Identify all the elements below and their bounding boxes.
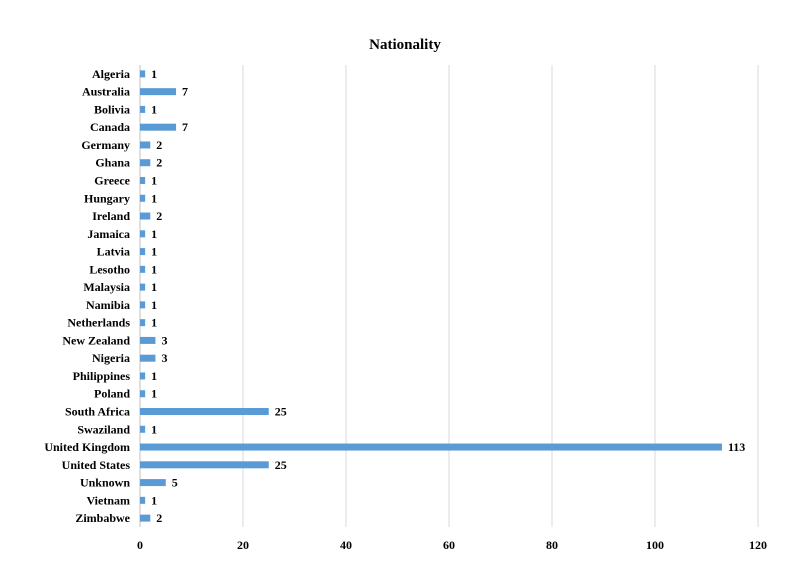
bar — [140, 301, 146, 309]
data-label: 113 — [728, 440, 745, 454]
data-label: 2 — [156, 511, 162, 525]
bar — [140, 390, 146, 398]
bar — [140, 248, 146, 256]
category-label: Canada — [90, 120, 130, 134]
data-label: 1 — [151, 245, 157, 259]
bar — [140, 265, 146, 273]
data-label: 1 — [151, 298, 157, 312]
data-label: 5 — [172, 476, 178, 490]
category-label: United States — [62, 458, 131, 472]
bar — [140, 354, 156, 362]
bar — [140, 230, 146, 238]
bar — [140, 105, 146, 113]
category-label: Swaziland — [77, 422, 130, 436]
data-label: 25 — [275, 458, 287, 472]
data-label: 2 — [156, 138, 162, 152]
x-tick-label: 80 — [546, 538, 558, 552]
category-label: Vietnam — [86, 493, 130, 507]
data-label: 1 — [151, 191, 157, 205]
bar — [140, 514, 151, 522]
bar — [140, 372, 146, 380]
bar — [140, 496, 146, 504]
category-label: Unknown — [80, 476, 130, 490]
bar — [140, 461, 269, 469]
data-label: 1 — [151, 67, 157, 81]
bar — [140, 408, 269, 415]
data-label: 3 — [161, 333, 167, 347]
bar — [140, 194, 146, 202]
data-label: 1 — [151, 280, 157, 294]
data-label: 1 — [151, 493, 157, 507]
bar — [140, 141, 151, 149]
data-label: 1 — [151, 227, 157, 241]
category-label: United Kingdom — [44, 440, 130, 454]
category-label: Greece — [94, 174, 130, 188]
bar — [140, 283, 146, 291]
data-label: 2 — [156, 209, 162, 223]
bar — [140, 212, 151, 220]
category-label: New Zealand — [62, 333, 130, 347]
category-label: Poland — [94, 387, 130, 401]
data-label: 2 — [156, 156, 162, 170]
data-label: 1 — [151, 422, 157, 436]
category-label: Ireland — [92, 209, 130, 223]
x-tick-label: 20 — [237, 538, 249, 552]
category-label: Hungary — [84, 191, 130, 205]
category-label: Latvia — [97, 245, 130, 259]
data-label: 3 — [161, 351, 167, 365]
category-label: Germany — [81, 138, 130, 152]
bar — [140, 319, 146, 327]
category-label: Algeria — [92, 67, 130, 81]
category-label: Australia — [82, 85, 130, 99]
bar — [140, 443, 722, 451]
category-labels: Algeria Australia Bolivia Canada Germany Ghan… — [44, 67, 130, 525]
chart-title: Nationality — [369, 37, 441, 53]
category-label: Lesotho — [89, 262, 130, 276]
category-label: Namibia — [86, 298, 130, 312]
data-label: 7 — [182, 120, 188, 134]
bar — [140, 177, 146, 184]
data-label: 25 — [275, 405, 287, 419]
bars — [140, 70, 722, 522]
bar — [140, 123, 177, 131]
category-label: Netherlands — [67, 316, 130, 330]
data-label: 1 — [151, 102, 157, 116]
bar — [140, 159, 151, 167]
category-label: Malaysia — [83, 280, 130, 294]
category-label: Bolivia — [94, 102, 130, 116]
x-tick-label: 40 — [340, 538, 352, 552]
category-label: Ghana — [95, 156, 130, 170]
data-label: 1 — [151, 387, 157, 401]
x-tick-label: 60 — [443, 538, 455, 552]
bar — [140, 425, 146, 433]
gridlines — [242, 65, 759, 527]
category-label: Nigeria — [92, 351, 130, 365]
bar — [140, 70, 146, 78]
category-label: Zimbabwe — [75, 511, 130, 525]
category-label: Jamaica — [87, 227, 130, 241]
bar — [140, 336, 156, 344]
x-tick-label: 120 — [749, 538, 767, 552]
data-label: 7 — [182, 85, 188, 99]
category-label: South Africa — [65, 405, 130, 419]
category-label: Philippines — [73, 369, 131, 383]
x-tick-labels: 0 20 40 60 80 100 120 — [137, 538, 767, 552]
data-label: 1 — [151, 316, 157, 330]
x-tick-label: 100 — [646, 538, 664, 552]
bar — [140, 88, 177, 96]
data-label: 1 — [151, 174, 157, 188]
x-tick-label: 0 — [137, 538, 143, 552]
data-label: 1 — [151, 369, 157, 383]
data-label: 1 — [151, 262, 157, 276]
bar — [140, 479, 166, 487]
